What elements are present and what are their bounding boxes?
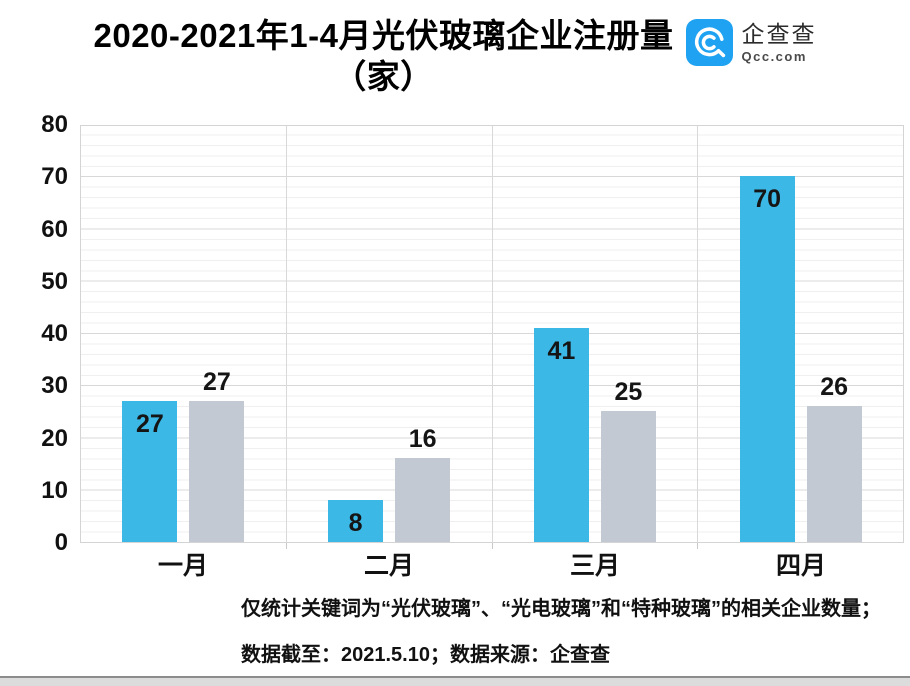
title-line-1: 2020-2021年1-4月光伏玻璃企业注册量 (93, 17, 674, 54)
bar-value-label: 41 (547, 336, 576, 365)
logo-domain: Qcc.com (741, 49, 807, 64)
category-group-4: 70 26 (698, 126, 903, 542)
category-group-1: 27 27 (81, 126, 287, 549)
x-axis-category-label: 二月 (363, 552, 414, 580)
x-axis-category-label: 四月 (775, 552, 826, 580)
category-group-3: 41 25 (493, 126, 699, 549)
qcc-logo-text: 企查查 Qcc.com (742, 19, 817, 64)
bar-series-2-三月: 25 (600, 378, 656, 542)
plot-area: 27 27 8 16 41 25 70 26 (80, 125, 904, 549)
bar-value-label: 16 (408, 425, 437, 454)
y-axis-tick-label: 70 (41, 163, 68, 191)
bar-series-1-四月: 70 (739, 176, 795, 542)
y-axis-tick-label: 40 (41, 320, 68, 347)
footnote-line-2: 数据截至：2021.5.10；数据来源：企查查 (241, 644, 610, 666)
header: 2020-2021年1-4月光伏玻璃企业注册量 （家） 企查查 Qcc.com (0, 0, 910, 97)
bar-series-1-一月: 27 (122, 400, 178, 542)
bar-series-2-四月: 26 (806, 373, 862, 542)
bar-series-1-三月: 41 (533, 327, 589, 542)
page-title: 2020-2021年1-4月光伏玻璃企业注册量 （家） (93, 15, 673, 97)
y-axis-tick-label: 50 (41, 267, 68, 295)
title-line-2: （家） (333, 58, 434, 95)
y-axis-tick-label: 20 (41, 424, 68, 452)
bar-series-1-二月: 8 (328, 500, 384, 542)
qcc-logo: 企查查 Qcc.com (685, 19, 817, 66)
bar-value-label: 27 (135, 409, 164, 438)
bar-value-label: 70 (753, 185, 782, 214)
footnote-line-1: 仅统计关键词为“光伏玻璃”、“光电玻璃”和“特种玻璃”的相关企业数量； (241, 598, 881, 620)
qcc-logo-icon (685, 19, 733, 66)
bottom-divider-strip (0, 678, 910, 686)
x-axis-category-label: 三月 (569, 552, 620, 580)
bar-value-label: 27 (202, 367, 231, 396)
bar-value-label: 25 (614, 378, 643, 407)
bar-value-label: 8 (348, 509, 363, 538)
y-axis-tick-label: 30 (41, 372, 68, 400)
bottom-divider-line (0, 676, 910, 678)
bar-series-2-二月: 16 (395, 425, 451, 542)
y-axis-tick-label: 60 (41, 215, 68, 243)
logo-name: 企查查 (741, 21, 817, 47)
bar-value-label: 26 (820, 373, 849, 402)
x-axis-category-label: 一月 (157, 552, 208, 580)
y-axis-tick-label: 80 (41, 111, 68, 138)
footnote: 仅统计关键词为“光伏玻璃”、“光电玻璃”和“特种玻璃”的相关企业数量； 数据截至… (241, 597, 881, 686)
category-group-2: 8 16 (287, 126, 493, 549)
y-axis-tick-label: 0 (54, 529, 68, 556)
bar-series-2-一月: 27 (189, 368, 245, 542)
y-axis-tick-label: 10 (41, 476, 68, 504)
